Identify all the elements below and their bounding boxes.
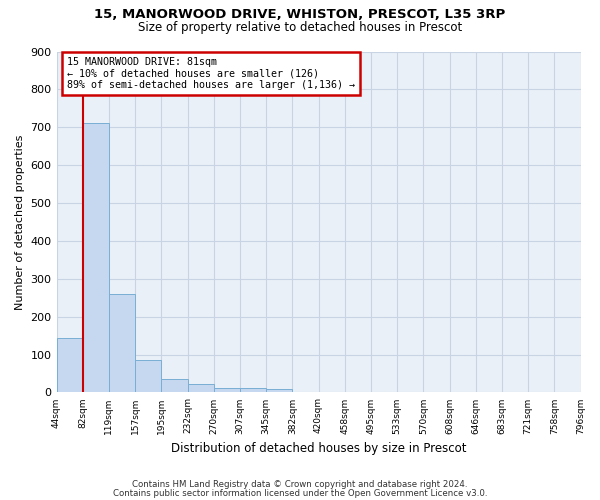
Bar bbox=[214, 388, 240, 392]
Bar bbox=[109, 294, 135, 392]
Bar bbox=[161, 379, 188, 392]
Text: 15 MANORWOOD DRIVE: 81sqm
← 10% of detached houses are smaller (126)
89% of semi: 15 MANORWOOD DRIVE: 81sqm ← 10% of detac… bbox=[67, 56, 355, 90]
Text: Contains HM Land Registry data © Crown copyright and database right 2024.: Contains HM Land Registry data © Crown c… bbox=[132, 480, 468, 489]
Text: 15, MANORWOOD DRIVE, WHISTON, PRESCOT, L35 3RP: 15, MANORWOOD DRIVE, WHISTON, PRESCOT, L… bbox=[94, 8, 506, 20]
Text: Size of property relative to detached houses in Prescot: Size of property relative to detached ho… bbox=[138, 21, 462, 34]
Bar bbox=[266, 388, 292, 392]
Bar bbox=[240, 388, 266, 392]
X-axis label: Distribution of detached houses by size in Prescot: Distribution of detached houses by size … bbox=[171, 442, 466, 455]
Bar bbox=[56, 338, 83, 392]
Bar bbox=[188, 384, 214, 392]
Y-axis label: Number of detached properties: Number of detached properties bbox=[15, 134, 25, 310]
Bar bbox=[83, 124, 109, 392]
Bar bbox=[135, 360, 161, 392]
Text: Contains public sector information licensed under the Open Government Licence v3: Contains public sector information licen… bbox=[113, 489, 487, 498]
